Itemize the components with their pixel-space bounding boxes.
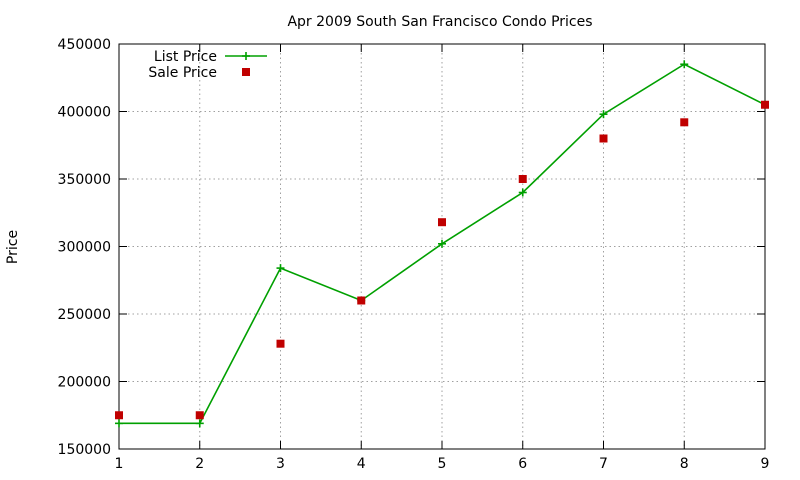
data-point-sale-price (115, 411, 123, 420)
x-tick-label: 2 (195, 456, 204, 472)
x-tick-label: 8 (680, 456, 689, 472)
data-point-sale-price (680, 118, 689, 127)
data-point-sale-price (438, 218, 446, 227)
y-tick-label: 300000 (58, 240, 111, 256)
y-tick-label: 350000 (58, 172, 111, 188)
chart-title: Apr 2009 South San Francisco Condo Price… (287, 14, 592, 30)
data-point-sale-price (599, 134, 608, 143)
x-tick-label: 1 (115, 456, 124, 472)
data-point-list-price (518, 188, 527, 197)
data-point-list-price (599, 110, 608, 119)
data-point-list-price (438, 239, 446, 248)
data-point-sale-price (761, 100, 769, 109)
series-layer (115, 60, 769, 428)
y-tick-label: 150000 (58, 442, 111, 458)
x-tick-label: 6 (518, 456, 527, 472)
data-point-list-price (195, 419, 204, 428)
data-point-sale-price (195, 411, 204, 420)
x-tick-label: 5 (438, 456, 447, 472)
y-tick-label: 400000 (58, 105, 111, 121)
data-point-sale-price (518, 175, 527, 183)
data-point-sale-price (276, 339, 285, 348)
y-tick-label: 200000 (58, 375, 111, 391)
data-point-sale-price (357, 296, 366, 305)
legend-label-sale-price: Sale Price (148, 65, 217, 81)
x-tick-label: 9 (761, 456, 770, 472)
legend-label-list-price: List Price (154, 49, 217, 65)
y-axis-label: Price (5, 230, 21, 264)
data-point-list-price (680, 60, 689, 69)
legend-swatch-sale-price (242, 68, 250, 76)
x-tick-label: 4 (357, 456, 366, 472)
y-tick-label: 250000 (58, 307, 111, 323)
data-point-list-price (276, 264, 285, 273)
data-point-list-price (115, 419, 123, 428)
y-tick-label: 450000 (58, 37, 111, 53)
axis-ticks: 150000 200000 250000 300000 350000 400000 4500… (58, 37, 770, 472)
x-tick-label: 7 (599, 456, 608, 472)
x-tick-label: 3 (276, 456, 285, 472)
